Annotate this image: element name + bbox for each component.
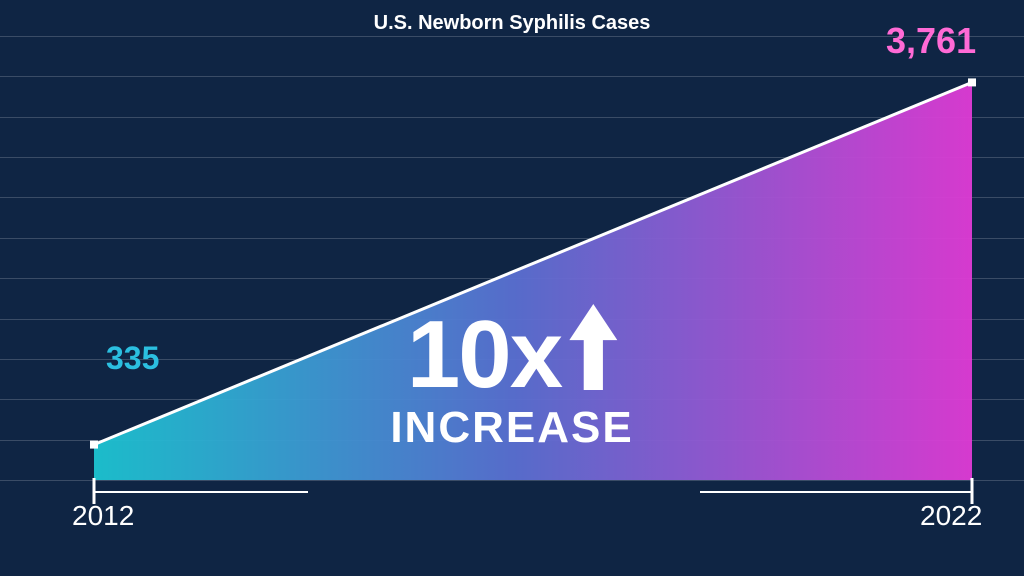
callout-bottom-text: INCREASE (390, 406, 633, 450)
callout: 10x INCREASE (390, 304, 633, 450)
area-chart (0, 0, 1024, 576)
end-value-label: 3,761 (886, 20, 976, 62)
callout-top-text: 10x (407, 307, 561, 403)
x-axis-start-label: 2012 (72, 500, 134, 532)
callout-top: 10x (390, 304, 633, 406)
end-marker (968, 78, 976, 86)
arrow-up-icon (569, 304, 617, 406)
x-axis-end-label: 2022 (920, 500, 982, 532)
start-value-label: 335 (106, 340, 159, 377)
start-marker (90, 441, 98, 449)
